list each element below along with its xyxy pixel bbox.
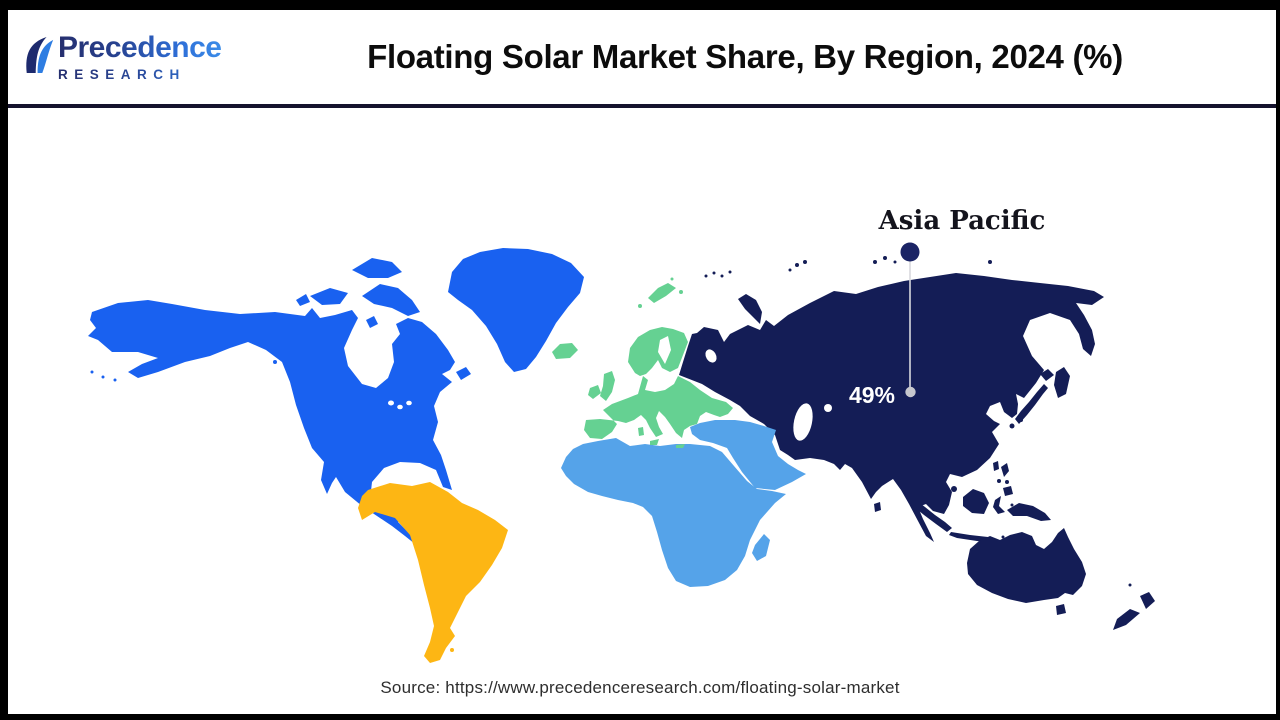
logo-wordmark: Precedence RESEARCH [58,31,222,83]
region-middle-east-africa [561,420,806,587]
precedence-research-logo: Precedence RESEARCH [22,32,238,82]
logo-sail-icon [26,37,54,73]
callout-top-dot [900,242,920,262]
page-title: Floating Solar Market Share, By Region, … [367,38,1123,75]
lakes-and-seas [388,336,832,441]
region-europe [552,277,733,448]
logo-sub-text: RESEARCH [58,67,221,82]
region-south-america [358,482,508,663]
callout-share-value: 49% [849,382,895,408]
region-north-america [88,248,584,567]
source-url: Source: https://www.precedenceresearch.c… [380,678,900,697]
title-area: Floating Solar Market Share, By Region, … [238,38,1276,76]
asia-pacific-callout: Asia Pacific 49% [849,206,1045,408]
logo-brand-text: Precedence [58,31,222,64]
callout-region-label: Asia Pacific [878,206,1046,236]
header: Precedence RESEARCH Floating Solar Marke… [8,10,1276,104]
region-asia-pacific [679,256,1155,630]
callout-bottom-dot [905,386,916,398]
header-separator [8,104,1276,108]
